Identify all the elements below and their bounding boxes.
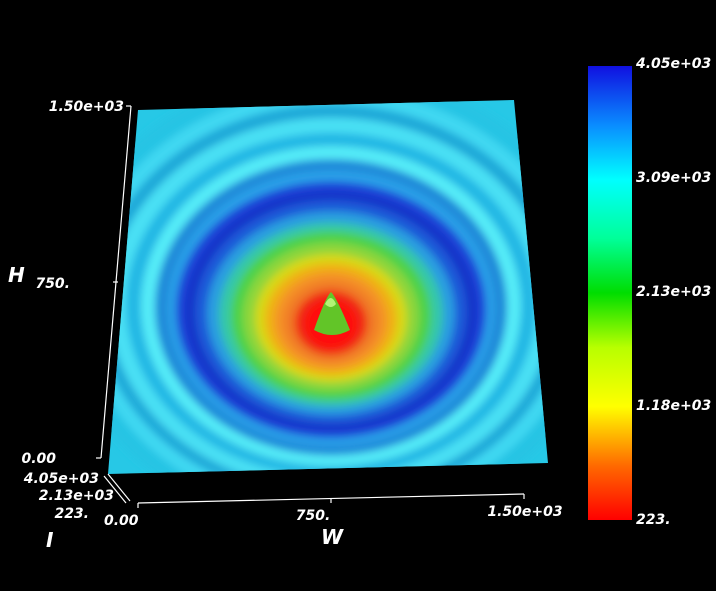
i-tick-label-bottom: 223. [54,506,89,522]
colorbar-bar [588,66,632,520]
colorbar-tick-3: 3.09e+03 [636,170,711,186]
h-tick-label-mid: 750. [35,276,70,292]
colorbar: 4.05e+03 3.09e+03 2.13e+03 1.18e+03 223. [588,56,711,528]
colorbar-tick-2: 2.13e+03 [636,284,711,300]
colorbar-tick-0: 223. [636,512,671,528]
w-axis-label: W [321,525,344,549]
i-axis-line-2 [107,473,131,502]
w-tick-label-mid: 750. [296,508,331,524]
h-tick-label-top: 1.50e+03 [49,99,124,115]
surface-peak [314,292,350,335]
i-tick-label-mid: 2.13e+03 [39,488,114,504]
i-axis-label: I [46,528,54,552]
i-tick-label-top: 4.05e+03 [23,471,99,487]
colorbar-tick-1: 1.18e+03 [636,398,711,414]
colorbar-tick-4: 4.05e+03 [635,56,711,72]
surface-peak-highlight [325,298,336,307]
w-tick-label-left: 0.00 [104,513,139,529]
h-tick-label-bottom: 0.00 [21,451,56,467]
surface-plot [108,100,548,474]
h-axis-label: H [8,263,25,287]
axes: 1.50e+03 750. 0.00 0.00 750. 1.50e+03 4.… [8,99,563,552]
w-tick-label-right: 1.50e+03 [487,504,562,520]
i-axis-line [103,475,127,504]
